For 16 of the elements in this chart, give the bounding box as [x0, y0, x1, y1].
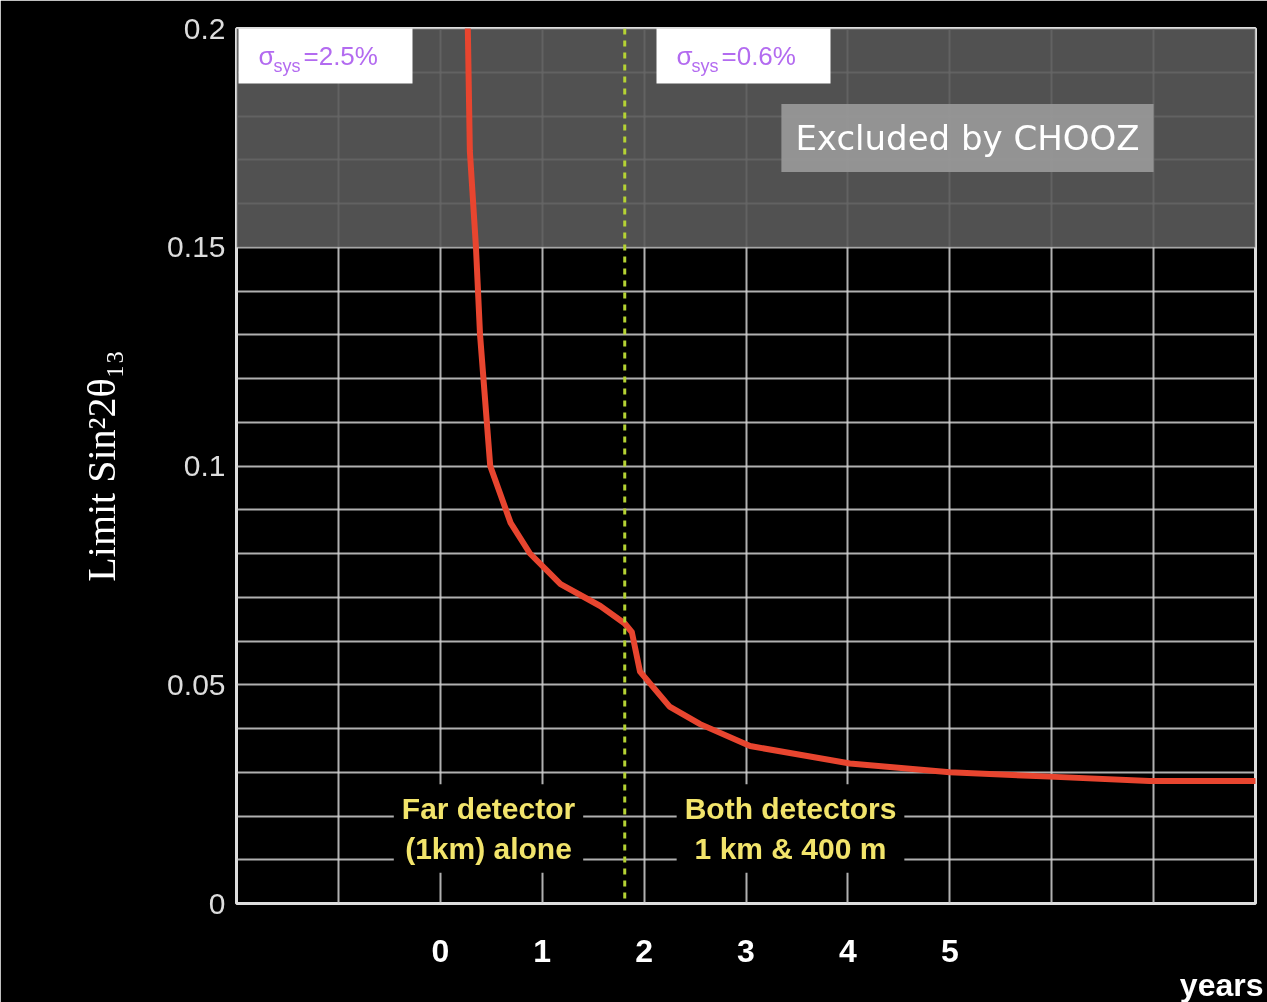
y-tick-label: 0.1: [183, 449, 226, 482]
x-tick-label: 1: [533, 932, 552, 969]
y-tick-label: 0.05: [167, 667, 226, 701]
x-tick-label: 3: [737, 932, 755, 969]
x-tick-label: 2: [635, 932, 653, 969]
annotation: Both detectors 1 km & 400 m: [684, 792, 897, 865]
x-tick-label: 5: [940, 932, 959, 969]
annotation: Far detector (1km) alone: [401, 792, 576, 865]
x-axis-title: years: [1179, 966, 1264, 1002]
y-tick-label: 0.15: [167, 230, 226, 264]
x-tick-label: 4: [839, 932, 857, 969]
y-tick-label: 0: [208, 886, 226, 920]
y-tick-label: 0.2: [183, 11, 226, 45]
y-axis-title: Limit Sin²2θ₁₃: [79, 350, 125, 582]
x-tick-label: 0: [431, 932, 450, 969]
band-label: Excluded by CHOOZ: [795, 117, 1140, 158]
